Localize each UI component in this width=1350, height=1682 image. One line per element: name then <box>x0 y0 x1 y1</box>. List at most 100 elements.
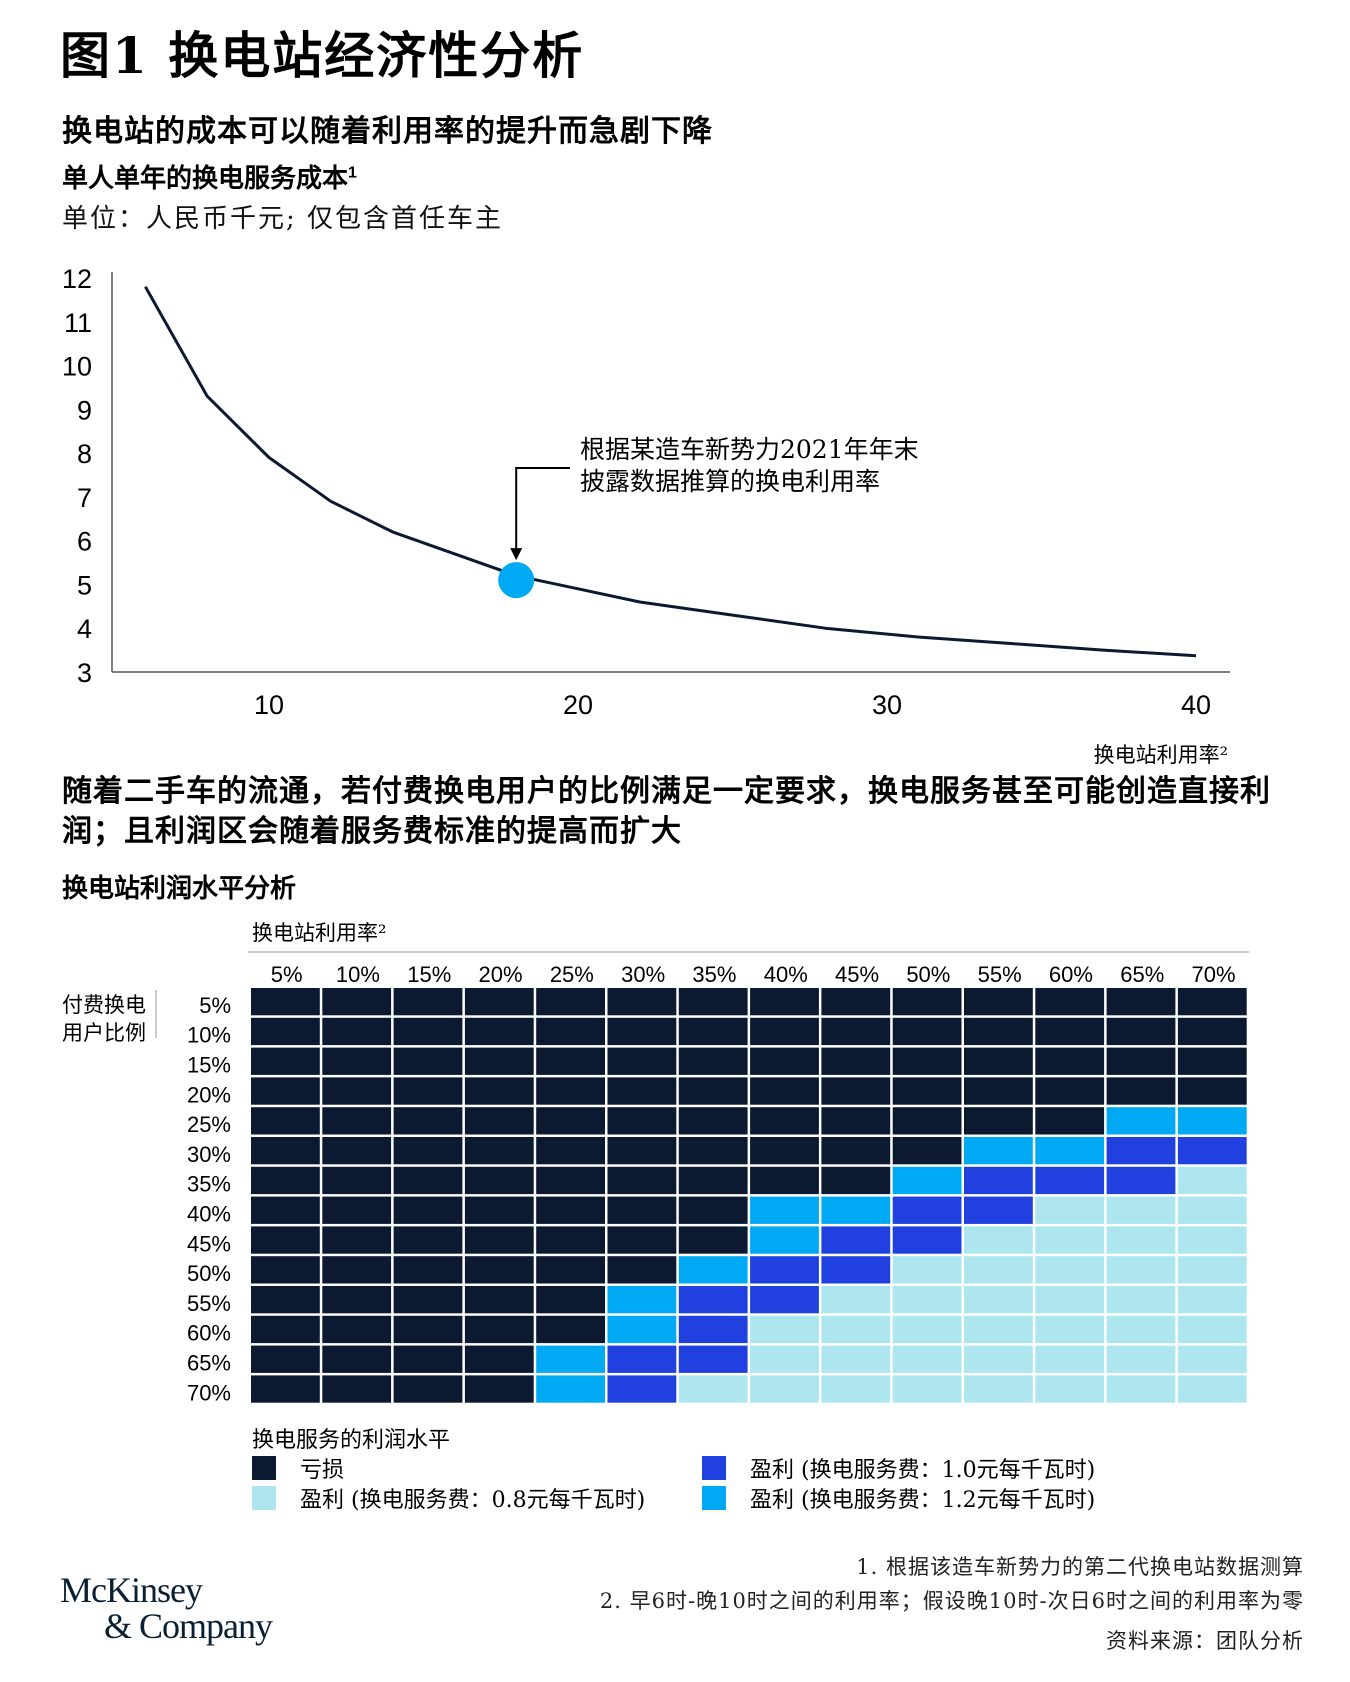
heatmap-cell <box>1177 1166 1247 1195</box>
heatmap-cell <box>393 1345 463 1373</box>
heatmap-cell <box>393 1256 463 1284</box>
heatmap-cell <box>464 1077 534 1105</box>
heatmap-cell <box>892 988 962 1016</box>
heatmap-row-label: 45% <box>187 1231 231 1256</box>
heatmap-cell <box>536 1226 605 1254</box>
heatmap-cell <box>607 988 677 1016</box>
heatmap-cell <box>750 1345 819 1373</box>
heatmap-cell <box>678 1256 748 1284</box>
heatmap-cell <box>393 1375 463 1403</box>
heatmap-row-label: 15% <box>187 1053 231 1078</box>
heatmap-row-label: 40% <box>187 1202 231 1227</box>
heatmap-cell <box>251 1137 320 1165</box>
heatmap-col-label: 40% <box>764 962 808 987</box>
heatmap-cell <box>678 1345 748 1373</box>
heatmap-cell <box>821 1017 891 1046</box>
heatmap-cell <box>750 1315 819 1344</box>
heatmap-cell <box>536 1047 605 1075</box>
heatmap-cell <box>750 988 819 1016</box>
heatmap-cell <box>607 1286 677 1314</box>
y-tick-label: 5 <box>77 570 92 600</box>
heatmap-cell <box>892 1315 962 1344</box>
heatmap-x-axis-title: 换电站利用率² <box>252 921 386 945</box>
heatmap-cell <box>607 1166 677 1195</box>
heatmap-cell <box>964 1226 1033 1254</box>
heatmap-cell <box>750 1375 819 1403</box>
heatmap-cell <box>1106 1107 1176 1135</box>
heatmap-cell <box>892 1256 962 1284</box>
heatmap-cell <box>1106 1166 1176 1195</box>
x-tick-label: 40 <box>1181 690 1211 720</box>
heatmap-cell <box>678 1047 748 1075</box>
heatmap-cell <box>251 1196 320 1224</box>
profit-heatmap: 换电站利用率² 5% 10% 15% 20% 25% 30% 35% 40% 45% 50% 55% 6… <box>62 921 1250 1405</box>
heatmap-cell <box>1177 1137 1247 1165</box>
heatmap-cell <box>1106 1047 1176 1075</box>
x-tick-label: 20 <box>563 690 593 720</box>
highlight-point-marker <box>498 562 535 599</box>
heatmap-cell <box>750 1107 819 1135</box>
heatmap-cell <box>821 1047 891 1075</box>
heatmap-cell <box>964 1017 1033 1046</box>
heatmap-cell <box>251 1077 320 1105</box>
heatmap-cell <box>536 1017 605 1046</box>
heatmap-col-label: 55% <box>978 962 1022 987</box>
heatmap-cell <box>536 1196 605 1224</box>
legend-label-loss: 亏损 <box>300 1458 345 1483</box>
heatmap-cell <box>536 1345 605 1373</box>
heatmap-cell <box>964 1375 1033 1403</box>
y-tick-label: 4 <box>77 614 92 644</box>
legend-label-profit-12: 盈利 (换电服务费：1.2元每千瓦时) <box>750 1488 1096 1513</box>
heatmap-cell <box>892 1286 962 1314</box>
heatmap-cell <box>322 1017 392 1046</box>
heatmap-cell <box>251 1226 320 1254</box>
heatmap-cell <box>322 1256 392 1284</box>
heatmap-cell <box>821 988 891 1016</box>
heatmap-cell <box>536 1375 605 1403</box>
heatmap-cell <box>892 1137 962 1165</box>
heatmap-cell <box>821 1256 891 1284</box>
source-note: 资料来源：团队分析 <box>1106 1629 1304 1653</box>
footnote-2: 2. 早6时-晚10时之间的利用率；假设晚10时-次日6时之间的利用率为零 <box>599 1589 1304 1613</box>
heatmap-cell <box>607 1226 677 1254</box>
heatmap-cell <box>464 1345 534 1373</box>
heatmap-cell <box>322 1077 392 1105</box>
heatmap-cell <box>322 1196 392 1224</box>
heatmap-cell <box>964 1047 1033 1075</box>
section2-heading: 随着二手车的流通，若付费换电用户的比例满足一定要求，换电服务甚至可能创造直接利润… <box>62 774 1271 849</box>
annotation-text: 披露数据推算的换电利用率 <box>580 467 880 496</box>
chart1-title-text: 单人单年的换电服务成本 <box>62 164 349 194</box>
heatmap-cell <box>1177 988 1247 1016</box>
heatmap-cell <box>393 1196 463 1224</box>
heatmap-cell <box>322 1137 392 1165</box>
heatmap-col-label: 50% <box>906 962 950 987</box>
y-tick-label: 12 <box>62 264 92 294</box>
heatmap-cell <box>750 1017 819 1046</box>
heatmap-cell <box>1035 1256 1105 1284</box>
heatmap-cell <box>536 1077 605 1105</box>
heatmap-cell <box>464 1286 534 1314</box>
heatmap-cell <box>464 988 534 1016</box>
heatmap-cell <box>678 1226 748 1254</box>
heatmap-row-label: 50% <box>187 1261 231 1286</box>
heatmap-cell <box>1106 1017 1176 1046</box>
heatmap-cell <box>464 1256 534 1284</box>
heatmap-cell <box>964 1315 1033 1344</box>
heatmap-cell <box>1035 1017 1105 1046</box>
heatmap-col-label: 35% <box>692 962 736 987</box>
heatmap-cell <box>464 1166 534 1195</box>
heatmap-cell <box>322 1226 392 1254</box>
heatmap-cell <box>251 1047 320 1075</box>
annotation-arrowhead <box>510 548 523 561</box>
heatmap-cell <box>322 1107 392 1135</box>
legend-label-profit-08: 盈利 (换电服务费：0.8元每千瓦时) <box>300 1488 646 1513</box>
heatmap-cell <box>821 1107 891 1135</box>
heatmap-cell <box>678 1017 748 1046</box>
heatmap-row-label: 20% <box>187 1082 231 1107</box>
heatmap-cell <box>1035 1375 1105 1403</box>
heatmap-cell <box>678 1286 748 1314</box>
heatmap-cell <box>393 1137 463 1165</box>
heatmap-cell <box>536 1137 605 1165</box>
heatmap-cell <box>1035 1226 1105 1254</box>
heatmap-cell <box>750 1047 819 1075</box>
